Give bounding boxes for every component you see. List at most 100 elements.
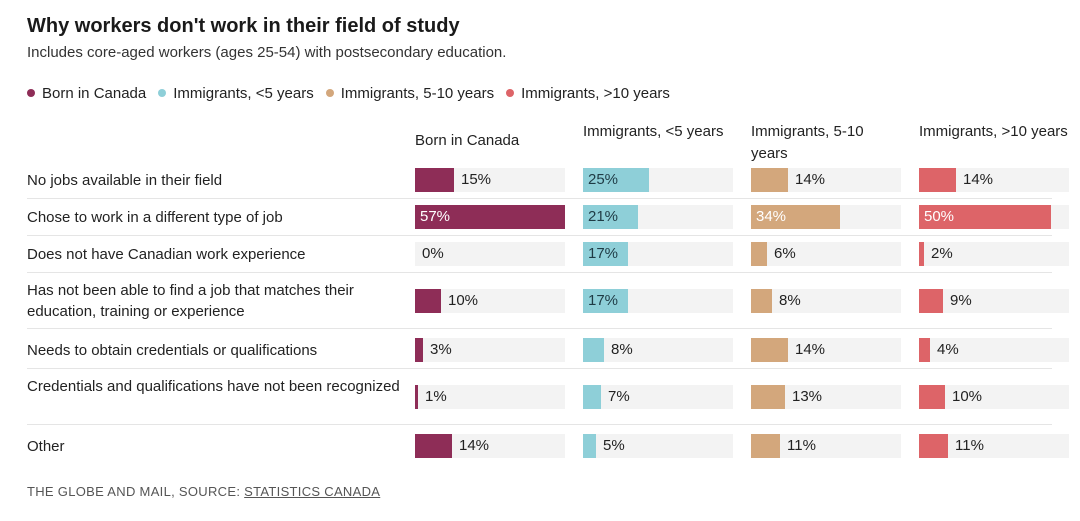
bar-track: 1% xyxy=(415,385,565,409)
row-divider xyxy=(27,235,1052,236)
data-label: 14% xyxy=(795,171,826,188)
data-label: 1% xyxy=(425,388,447,405)
bar-immigrants-5-years xyxy=(583,168,649,192)
bar-immigrants-10-years xyxy=(919,242,924,266)
bar-immigrants-5-10-years xyxy=(751,289,772,313)
data-label: 11% xyxy=(955,437,984,454)
legend-dot-icon xyxy=(158,89,167,97)
row-label: Does not have Canadian work experience xyxy=(27,246,306,263)
row-divider xyxy=(27,368,1052,369)
bar-immigrants-5-years xyxy=(583,205,638,229)
data-label: 9% xyxy=(950,292,972,309)
bar-track: 57% xyxy=(415,205,565,229)
data-label: 11% xyxy=(787,437,816,454)
data-label: 15% xyxy=(461,171,492,188)
legend: Born in Canada Immigrants, <5 years Immigr… xyxy=(27,82,682,104)
bar-track: 25% xyxy=(583,168,733,192)
row-divider xyxy=(27,272,1052,273)
data-label: 5% xyxy=(603,437,625,454)
bar-immigrants-10-years xyxy=(919,289,943,313)
bar-track: 50% xyxy=(919,205,1069,229)
footer: THE GLOBE AND MAIL, SOURCE: STATISTICS C… xyxy=(27,484,380,499)
row-divider xyxy=(27,328,1052,329)
data-label: 14% xyxy=(459,437,490,454)
legend-item-immigrants-5-10-years: Immigrants, 5-10 years xyxy=(325,84,495,102)
bar-immigrants-5-years xyxy=(583,385,601,409)
data-label: 10% xyxy=(952,388,983,405)
legend-label: Immigrants, <5 years xyxy=(173,84,314,102)
bar-immigrants-10-years xyxy=(919,168,956,192)
bar-track: 11% xyxy=(919,434,1069,458)
column-header-immigrants-5-years: Immigrants, <5 years xyxy=(583,123,724,140)
bar-track: 6% xyxy=(751,242,901,266)
legend-item-immigrants-5-years: Immigrants, <5 years xyxy=(158,84,314,102)
legend-dot-icon xyxy=(506,89,515,97)
bar-immigrants-5-10-years xyxy=(751,338,788,362)
bar-track: 3% xyxy=(415,338,565,362)
bar-track: 21% xyxy=(583,205,733,229)
bar-immigrants-5-years xyxy=(583,289,628,313)
bar-born-in-canada xyxy=(415,338,423,362)
bar-track: 8% xyxy=(583,338,733,362)
legend-label: Immigrants, >10 years xyxy=(521,84,670,102)
source-link[interactable]: STATISTICS CANADA xyxy=(244,484,381,499)
bar-immigrants-10-years xyxy=(919,434,948,458)
bar-immigrants-10-years xyxy=(919,338,930,362)
bar-track: 2% xyxy=(919,242,1069,266)
legend-item-immigrants-10-years: Immigrants, >10 years xyxy=(506,85,670,102)
row-divider xyxy=(27,424,1052,425)
bar-born-in-canada xyxy=(415,434,452,458)
bar-track: 14% xyxy=(415,434,565,458)
bar-track: 13% xyxy=(751,385,901,409)
bar-born-in-canada xyxy=(415,205,565,229)
bar-immigrants-5-10-years xyxy=(751,242,767,266)
row-label: Other xyxy=(27,438,65,455)
bar-track: 14% xyxy=(751,168,901,192)
column-header-born-in-canada: Born in Canada xyxy=(415,132,520,149)
bar-track: 11% xyxy=(751,434,901,458)
bar-immigrants-5-10-years xyxy=(751,434,780,458)
bar-track: 9% xyxy=(919,289,1069,313)
row-divider xyxy=(27,198,1052,199)
bar-track: 7% xyxy=(583,385,733,409)
footer-credit: THE GLOBE AND MAIL, SOURCE: xyxy=(27,484,245,499)
data-label: 3% xyxy=(430,341,452,358)
bar-immigrants-10-years xyxy=(919,385,945,409)
legend-label: Born in Canada xyxy=(42,84,147,102)
bar-born-in-canada xyxy=(415,289,441,313)
chart-subtitle: Includes core-aged workers (ages 25-54) … xyxy=(27,44,507,61)
data-label: 10% xyxy=(448,292,479,309)
data-label: 8% xyxy=(779,292,801,309)
legend-item-born-in-canada: Born in Canada xyxy=(27,85,146,102)
bar-track: 10% xyxy=(415,289,565,313)
bar-born-in-canada xyxy=(415,168,454,192)
data-label: 34% xyxy=(756,208,787,225)
data-label: 2% xyxy=(931,245,953,262)
data-label: 21% xyxy=(588,208,619,225)
data-label: 14% xyxy=(795,341,826,358)
legend-label: Immigrants, 5-10 years xyxy=(340,84,495,102)
data-label: 17% xyxy=(588,245,619,262)
bar-track: 0% xyxy=(415,242,565,266)
data-label: 7% xyxy=(608,388,630,405)
row-label: Needs to obtain credentials or qualifica… xyxy=(27,342,318,359)
chart-title: Why workers don't work in their field of… xyxy=(27,15,460,37)
legend-dot-icon xyxy=(27,89,35,97)
data-label: 0% xyxy=(422,245,444,262)
bar-immigrants-5-years xyxy=(583,242,628,266)
bar-track: 8% xyxy=(751,289,901,313)
bar-track: 5% xyxy=(583,434,733,458)
column-header-immigrants-5-10-years: Immigrants, 5-10 years xyxy=(751,123,864,162)
bar-track: 15% xyxy=(415,168,565,192)
bar-immigrants-5-10-years xyxy=(751,385,785,409)
bar-immigrants-5-years xyxy=(583,338,604,362)
bar-born-in-canada xyxy=(415,385,418,409)
data-label: 6% xyxy=(774,245,796,262)
bar-track: 10% xyxy=(919,385,1069,409)
bar-track: 17% xyxy=(583,242,733,266)
data-label: 57% xyxy=(420,208,451,225)
bar-immigrants-5-10-years xyxy=(751,205,840,229)
data-label: 4% xyxy=(937,341,959,358)
bar-immigrants-10-years xyxy=(919,205,1051,229)
bar-immigrants-5-years xyxy=(583,434,596,458)
